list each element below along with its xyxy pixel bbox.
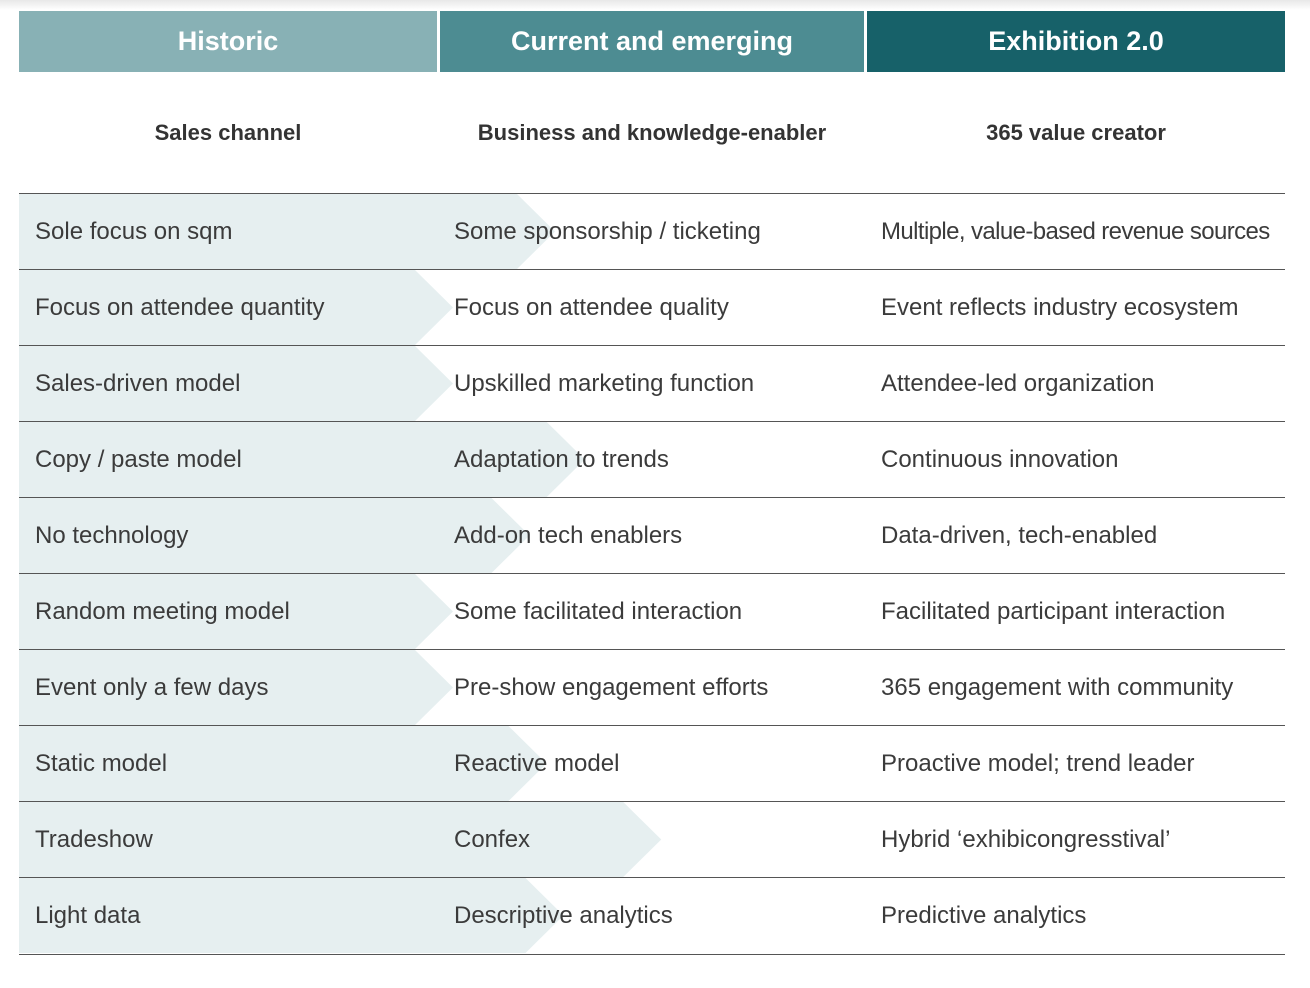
cell-current: Some facilitated interaction (454, 597, 743, 625)
header-historic: Historic (19, 11, 437, 72)
cell-current: Upskilled marketing function (454, 369, 755, 397)
cell-current: Focus on attendee quality (454, 293, 729, 321)
table-row: Random meeting model Some facilitated in… (19, 573, 1285, 649)
table-row: Static model Reactive model Proactive mo… (19, 725, 1285, 801)
subheader-exhibition: 365 value creator (986, 119, 1166, 145)
row-arrow-shade (19, 574, 453, 649)
top-edge-shadow (0, 0, 1310, 10)
cell-current: Confex (454, 825, 531, 853)
cell-exhibition: Multiple, value-based revenue sources (881, 217, 1270, 245)
table-row: Tradeshow Confex Hybrid ‘exhibicongresst… (19, 801, 1285, 877)
cell-exhibition: Event reflects industry ecosystem (881, 293, 1239, 321)
cell-historic: Static model (35, 749, 168, 777)
comparison-table: Sole focus on sqm Some sponsorship / tic… (19, 193, 1285, 955)
subheader-row: Sales channel Business and knowledge-ena… (19, 72, 1285, 193)
table-row: No technology Add-on tech enablers Data-… (19, 497, 1285, 573)
row-arrow-shade (19, 726, 547, 801)
subheader-historic: Sales channel (154, 119, 302, 145)
column-header-row: Historic Current and emerging Exhibition… (19, 11, 1285, 72)
cell-current: Pre-show engagement efforts (454, 673, 769, 701)
row-arrow-shade (19, 346, 453, 421)
cell-exhibition: Hybrid ‘exhibicongresstival’ (881, 825, 1171, 853)
table-row: Sole focus on sqm Some sponsorship / tic… (19, 193, 1285, 269)
cell-historic: Copy / paste model (35, 445, 242, 473)
cell-exhibition: 365 engagement with community (881, 673, 1234, 701)
cell-current: Adaptation to trends (454, 445, 669, 473)
subheader-current: Business and knowledge-enabler (477, 119, 827, 145)
cell-historic: No technology (35, 521, 189, 549)
row-arrow-shade (19, 498, 530, 573)
table-row: Sales-driven model Upskilled marketing f… (19, 345, 1285, 421)
table-row: Event only a few days Pre-show engagemen… (19, 649, 1285, 725)
cell-exhibition: Data-driven, tech-enabled (881, 521, 1158, 549)
header-current: Current and emerging (440, 11, 864, 72)
table-row: Copy / paste model Adaptation to trends … (19, 421, 1285, 497)
table-row: Light data Descriptive analytics Predict… (19, 877, 1285, 955)
row-arrow-shade (19, 878, 564, 953)
cell-historic: Light data (35, 901, 141, 929)
cell-historic: Sales-driven model (35, 369, 241, 397)
cell-exhibition: Facilitated participant interaction (881, 597, 1226, 625)
row-arrow-shade (19, 194, 555, 269)
cell-historic: Tradeshow (35, 825, 153, 853)
cell-historic: Focus on attendee quantity (35, 293, 325, 321)
cell-historic: Sole focus on sqm (35, 217, 233, 245)
cell-historic: Random meeting model (35, 597, 290, 625)
row-arrow-shade (19, 650, 453, 725)
header-exhibition: Exhibition 2.0 (867, 11, 1285, 72)
cell-historic: Event only a few days (35, 673, 269, 701)
cell-exhibition: Proactive model; trend leader (881, 749, 1195, 777)
cell-current: Add-on tech enablers (454, 521, 683, 549)
cell-exhibition: Continuous innovation (881, 445, 1119, 473)
cell-current: Some sponsorship / ticketing (454, 217, 761, 245)
table-row: Focus on attendee quantity Focus on atte… (19, 269, 1285, 345)
cell-current: Reactive model (454, 749, 620, 777)
row-arrow-shade (19, 422, 585, 497)
cell-current: Descriptive analytics (454, 901, 673, 929)
row-arrow-shade (19, 270, 453, 345)
cell-exhibition: Attendee-led organization (881, 369, 1155, 397)
row-arrow-shade (19, 802, 662, 877)
cell-exhibition: Predictive analytics (881, 901, 1087, 929)
